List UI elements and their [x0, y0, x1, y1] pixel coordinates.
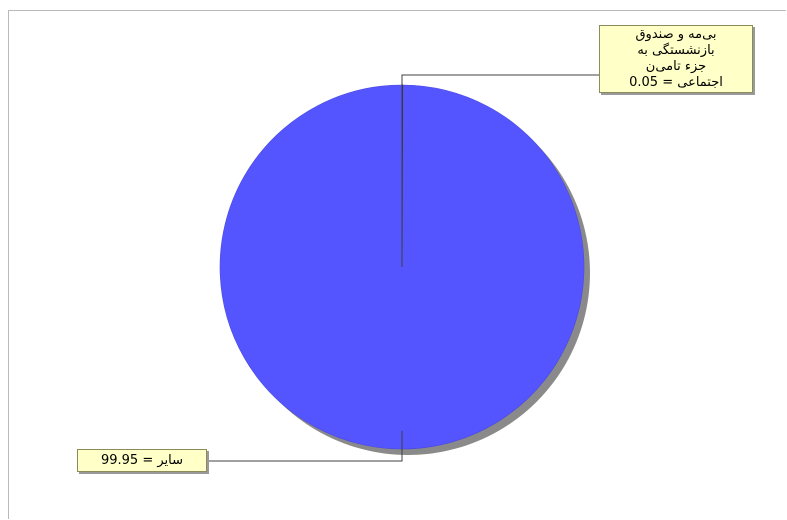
data-label-insurance-line-3: جزء تامی‌ن: [645, 59, 707, 74]
data-label-other-text: سایر = 99.95: [100, 453, 184, 468]
data-label-insurance: بی‌مه و صندوق بازنشستگی به جزء تامی‌ن اج…: [599, 25, 753, 93]
data-label-other: سایر = 99.95: [77, 449, 207, 472]
data-label-insurance-line-2: بازنشستگی به: [637, 43, 715, 58]
leader-line-insurance: [401, 74, 599, 267]
data-label-insurance-line-1: بی‌مه و صندوق: [635, 27, 717, 42]
leader-line-other: [207, 431, 403, 462]
data-label-insurance-line-4: اجتماعی = 0.05: [629, 75, 723, 90]
